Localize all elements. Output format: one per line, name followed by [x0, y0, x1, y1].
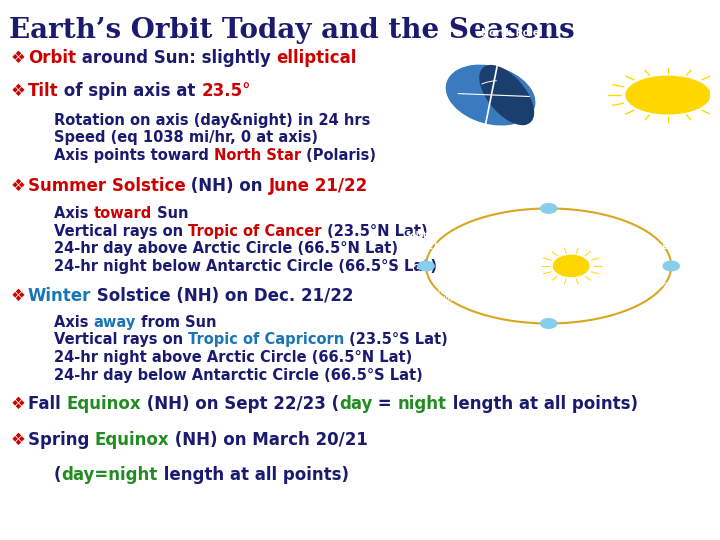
Text: (Polaris): (Polaris) — [301, 148, 376, 163]
Circle shape — [521, 263, 531, 269]
Text: 24-hr night above Arctic Circle (66.5°N Lat): 24-hr night above Arctic Circle (66.5°N … — [54, 350, 413, 365]
Text: Tilt: Tilt — [27, 82, 58, 100]
Text: night: night — [397, 395, 446, 413]
Text: Speed (eq 1038 mi/hr, 0 at axis): Speed (eq 1038 mi/hr, 0 at axis) — [54, 130, 318, 145]
Text: day: day — [339, 395, 372, 413]
Text: Tropic of Capricorn: Tropic of Capricorn — [188, 332, 344, 347]
Text: Summer Solstice: Summer Solstice — [27, 177, 186, 195]
Text: (23.5°S Lat): (23.5°S Lat) — [344, 332, 449, 347]
Text: Perihelion
153 million km: Perihelion 153 million km — [594, 252, 646, 265]
Text: Solstice (NH) on Dec. 21/22: Solstice (NH) on Dec. 21/22 — [91, 287, 354, 305]
Text: Solstice
June 21: Solstice June 21 — [406, 231, 440, 251]
Text: ❖: ❖ — [11, 49, 26, 67]
Text: Sun: Sun — [152, 206, 189, 221]
Text: 23.5°: 23.5° — [524, 112, 547, 122]
Text: (NH) on March 20/21: (NH) on March 20/21 — [169, 431, 369, 449]
Circle shape — [541, 319, 557, 328]
Text: Equinox: Equinox — [66, 395, 141, 413]
Text: (: ( — [54, 466, 61, 484]
Text: Fall: Fall — [27, 395, 66, 413]
Text: ❖: ❖ — [11, 431, 26, 449]
Text: around Sun: slightly: around Sun: slightly — [76, 49, 276, 67]
Text: away: away — [94, 315, 136, 330]
Text: ❖: ❖ — [11, 395, 26, 413]
Text: North Star: North Star — [214, 148, 301, 163]
Ellipse shape — [480, 65, 534, 125]
Text: 23.5°: 23.5° — [202, 82, 251, 100]
Text: Axis: Axis — [54, 315, 94, 330]
Text: Equinox: Equinox — [95, 431, 169, 449]
Text: Earth’s Orbit Today and the Seasons: Earth’s Orbit Today and the Seasons — [9, 17, 575, 44]
Text: June 21/22: June 21/22 — [269, 177, 368, 195]
Text: Vertical rays on: Vertical rays on — [54, 224, 188, 239]
Text: North Pole: North Pole — [481, 29, 539, 38]
Text: Equinox
March 20: Equinox March 20 — [528, 174, 569, 193]
Text: Tropic of Cancer: Tropic of Cancer — [188, 224, 322, 239]
Ellipse shape — [446, 65, 535, 125]
Circle shape — [541, 204, 557, 213]
Text: elliptical: elliptical — [276, 49, 356, 67]
Circle shape — [663, 261, 679, 271]
Text: Vertical rays on: Vertical rays on — [54, 332, 188, 347]
Text: January 3: January 3 — [661, 281, 694, 287]
Text: 23.5°: 23.5° — [460, 76, 482, 85]
Text: =: = — [372, 395, 397, 413]
Text: Empty
focus: Empty focus — [512, 279, 534, 292]
Circle shape — [418, 261, 434, 271]
Text: Orbit: Orbit — [27, 49, 76, 67]
Text: Rotation on axis (day&night) in 24 hrs: Rotation on axis (day&night) in 24 hrs — [54, 113, 370, 128]
Text: length at all points): length at all points) — [158, 466, 348, 484]
Text: 24-hr day above Arctic Circle (66.5°N Lat): 24-hr day above Arctic Circle (66.5°N La… — [54, 241, 398, 256]
Text: of spin axis at: of spin axis at — [58, 82, 202, 100]
Text: Axis points toward: Axis points toward — [54, 148, 214, 163]
Text: from Sun: from Sun — [136, 315, 217, 330]
Text: Sun at
one focus: Sun at one focus — [584, 278, 615, 288]
Circle shape — [554, 255, 589, 276]
Text: Equinox
September 22: Equinox September 22 — [518, 335, 579, 354]
Text: Spring: Spring — [27, 431, 95, 449]
Text: Plane of Earth's orbit: Plane of Earth's orbit — [576, 64, 663, 73]
Text: July 4: July 4 — [403, 281, 423, 287]
Text: Solstice
December 21: Solstice December 21 — [646, 231, 703, 251]
Circle shape — [626, 76, 710, 114]
Text: (NH) on: (NH) on — [186, 177, 269, 195]
Text: day=night: day=night — [61, 466, 158, 484]
Text: Equator: Equator — [528, 85, 556, 100]
Text: ❖: ❖ — [11, 287, 26, 305]
Text: (NH) on Sept 22/23 (: (NH) on Sept 22/23 ( — [141, 395, 339, 413]
Text: Axis: Axis — [54, 206, 94, 221]
Text: Winter: Winter — [27, 287, 91, 305]
Text: South Pole: South Pole — [470, 152, 530, 161]
Text: ❖: ❖ — [11, 82, 26, 100]
Text: ❖: ❖ — [11, 177, 26, 195]
Text: 24-hr night below Antarctic Circle (66.5°S Lat): 24-hr night below Antarctic Circle (66.5… — [54, 259, 437, 274]
Text: 24-hr day below Antarctic Circle (66.5°S Lat): 24-hr day below Antarctic Circle (66.5°S… — [54, 368, 423, 383]
Text: Aphelion
158 million km: Aphelion 158 million km — [419, 289, 472, 302]
Text: (23.5°N Lat): (23.5°N Lat) — [322, 224, 428, 239]
Text: toward: toward — [94, 206, 152, 221]
Text: length at all points): length at all points) — [446, 395, 638, 413]
